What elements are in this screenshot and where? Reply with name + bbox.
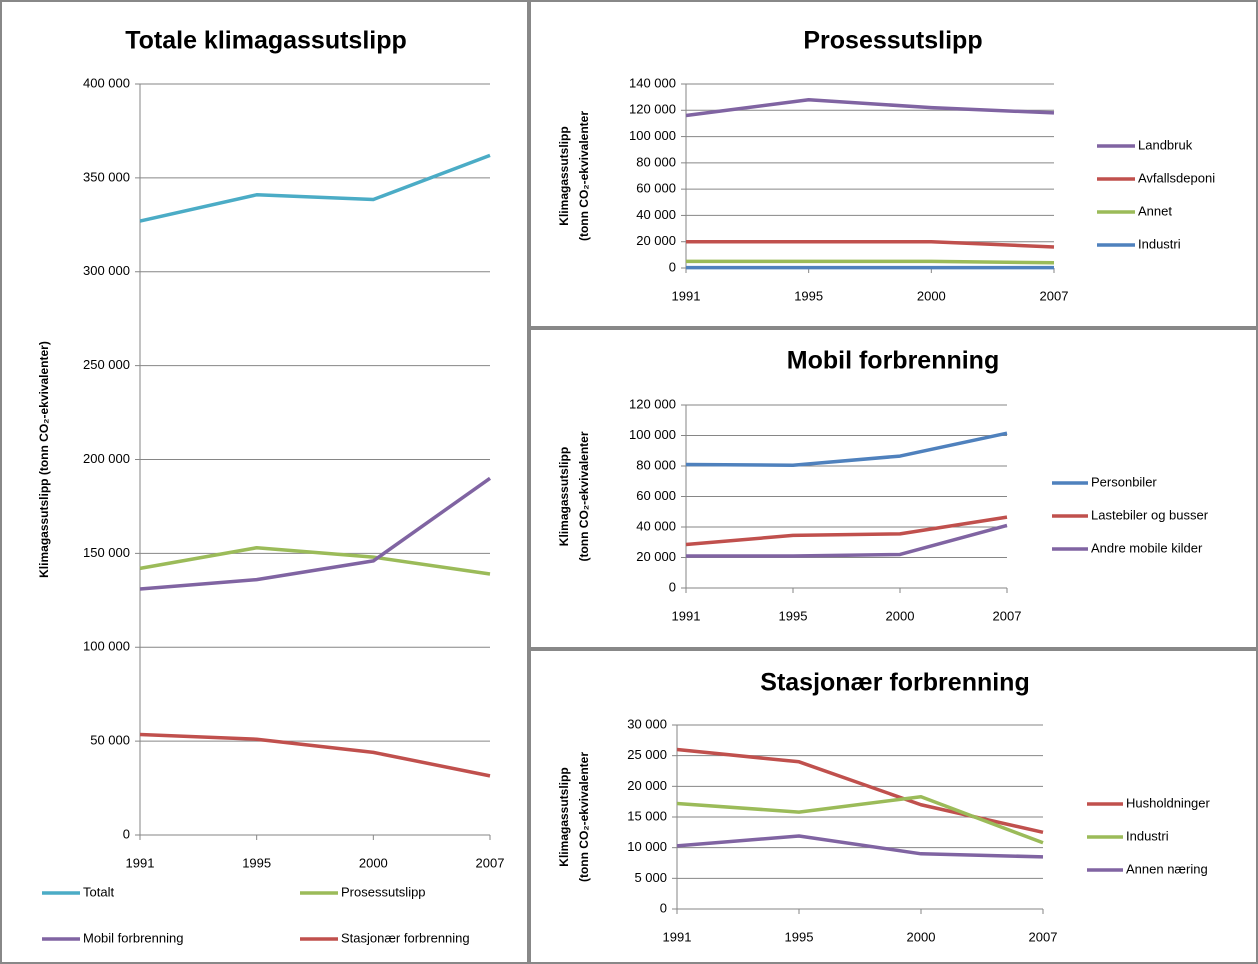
series-line	[685, 515, 1008, 547]
legend-label: Annet	[1138, 203, 1172, 218]
x-tick-label: 1995	[242, 855, 271, 870]
series-line	[686, 523, 1008, 558]
series-line	[139, 732, 491, 778]
y-tick-label: 10 000	[627, 839, 667, 854]
legend-label: Landbruk	[1138, 137, 1193, 152]
y-tick-label: 400 000	[83, 75, 130, 90]
x-tick-label: 1991	[663, 929, 692, 944]
y-tick-label: 150 000	[83, 545, 130, 560]
y-tick-label: 120 000	[629, 396, 676, 411]
x-tick-label: 1995	[779, 608, 808, 623]
series-line	[139, 153, 491, 223]
x-tick-label: 1995	[785, 929, 814, 944]
x-tick-label: 2000	[917, 288, 946, 303]
x-tick-label: 2007	[1029, 929, 1058, 944]
series-line	[676, 834, 1044, 859]
y-axis-label: (tonn CO₂-ekvivalenter	[577, 431, 591, 561]
y-tick-label: 200 000	[83, 451, 130, 466]
legend-label: Prosessutslipp	[341, 884, 426, 899]
series-line	[685, 431, 1008, 467]
y-tick-label: 0	[123, 826, 130, 841]
y-tick-label: 0	[669, 259, 676, 274]
y-tick-label: 20 000	[636, 549, 676, 564]
x-tick-label: 2000	[359, 855, 388, 870]
legend-label: Industri	[1126, 828, 1169, 843]
y-tick-label: 25 000	[627, 747, 667, 762]
x-tick-label: 1995	[794, 288, 823, 303]
y-axis-label: (tonn CO₂-ekvivalenter	[577, 752, 591, 882]
y-tick-label: 60 000	[636, 488, 676, 503]
x-tick-label: 1991	[126, 855, 155, 870]
y-tick-label: 50 000	[90, 733, 130, 748]
x-tick-label: 2000	[907, 929, 936, 944]
series-line	[686, 259, 1055, 265]
chart-title: Prosessutslipp	[803, 27, 982, 55]
y-tick-label: 0	[660, 900, 667, 915]
series-line	[686, 239, 1055, 249]
legend-label: Lastebiler og busser	[1091, 507, 1209, 522]
x-tick-label: 2007	[993, 608, 1022, 623]
x-tick-label: 1991	[672, 608, 701, 623]
x-tick-label: 2000	[886, 608, 915, 623]
y-tick-label: 15 000	[627, 808, 667, 823]
panel-border	[529, 328, 1258, 649]
legend-label: Annen næring	[1126, 861, 1208, 876]
y-tick-label: 300 000	[83, 263, 130, 278]
legend-label: Avfallsdeponi	[1138, 170, 1215, 185]
legend-label: Industri	[1138, 236, 1181, 251]
series-line	[685, 98, 1055, 118]
x-tick-label: 2007	[476, 855, 505, 870]
chart-title: Mobil forbrenning	[787, 347, 999, 375]
y-tick-label: 100 000	[629, 128, 676, 143]
panel-border	[529, 649, 1258, 964]
series-line	[139, 545, 491, 576]
y-axis-label: Klimagassutslipp	[557, 126, 571, 225]
x-tick-label: 1991	[672, 288, 701, 303]
legend-label: Mobil forbrenning	[83, 930, 183, 945]
legend-label: Husholdninger	[1126, 795, 1211, 810]
series-line	[139, 476, 492, 591]
legend-label: Stasjonær forbrenning	[341, 930, 470, 945]
y-tick-label: 20 000	[636, 233, 676, 248]
series-line	[676, 747, 1044, 835]
y-tick-label: 40 000	[636, 207, 676, 222]
y-tick-label: 350 000	[83, 169, 130, 184]
y-tick-label: 80 000	[636, 154, 676, 169]
y-tick-label: 120 000	[629, 102, 676, 117]
x-tick-label: 2007	[1040, 288, 1069, 303]
y-tick-label: 5 000	[634, 870, 667, 885]
y-axis-label: Klimagassutslipp	[557, 767, 571, 866]
y-tick-label: 250 000	[83, 357, 130, 372]
chart-title: Stasjonær forbrenning	[760, 669, 1029, 697]
y-tick-label: 60 000	[636, 181, 676, 196]
series-line	[676, 795, 1044, 845]
legend-label: Totalt	[83, 884, 114, 899]
panel-border	[529, 0, 1258, 328]
panel-border	[0, 0, 529, 964]
y-tick-label: 100 000	[83, 639, 130, 654]
y-tick-label: 20 000	[627, 778, 667, 793]
y-tick-label: 80 000	[636, 457, 676, 472]
legend-label: Personbiler	[1091, 474, 1157, 489]
y-tick-label: 140 000	[629, 75, 676, 90]
y-axis-label: Klimagassutslipp	[557, 447, 571, 546]
y-tick-label: 100 000	[629, 427, 676, 442]
y-tick-label: 0	[669, 579, 676, 594]
y-axis-label: (tonn CO₂-ekvivalenter	[577, 111, 591, 241]
chart-title: Totale klimagassutslipp	[125, 27, 407, 55]
legend-label: Andre mobile kilder	[1091, 540, 1203, 555]
y-tick-label: 40 000	[636, 518, 676, 533]
y-axis-label: Klimagassutslipp (tonn CO₂-ekvivalenter)	[37, 341, 51, 578]
y-tick-label: 30 000	[627, 716, 667, 731]
